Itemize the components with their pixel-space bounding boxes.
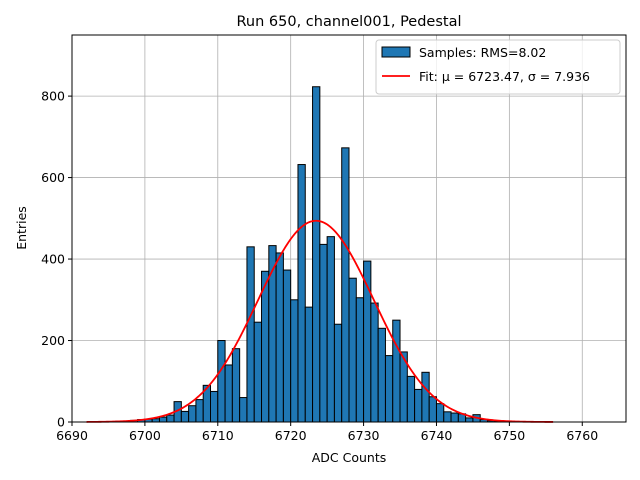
histogram-bar [246, 246, 255, 423]
x-tick-label: 6690 [56, 428, 88, 443]
histogram-bar [195, 399, 204, 423]
histogram-bar [355, 297, 365, 423]
histogram-bar [180, 410, 190, 423]
plot-frame [71, 34, 627, 423]
histogram-bar [341, 147, 350, 423]
y-tick-label: 600 [41, 170, 65, 185]
histogram-bar [253, 321, 263, 423]
x-tick-label: 6760 [566, 428, 598, 443]
legend-label-samples: Samples: RMS=8.02 [419, 45, 546, 60]
y-axis-label: Entries [14, 206, 29, 250]
histogram-bar [384, 355, 394, 423]
histogram-bar [224, 364, 233, 423]
histogram-bar [443, 411, 452, 423]
fit-curve [86, 219, 554, 423]
histogram-bar [297, 164, 306, 423]
histogram-bar [158, 416, 168, 423]
histogram-bar [239, 397, 248, 423]
histogram-bar [348, 277, 357, 423]
histogram-bar [392, 319, 401, 423]
histogram-bar [428, 396, 437, 423]
x-axis-ticks: 6690 6700 6710 6720 6730 6740 6750 6760 [56, 422, 598, 443]
x-tick-label: 6720 [275, 428, 307, 443]
y-axis-ticks: 0 200 400 600 800 [41, 89, 72, 430]
histogram-bar [326, 236, 335, 423]
histogram-bar [304, 306, 314, 423]
histogram-bar [435, 403, 445, 423]
legend-swatch-samples [381, 46, 411, 58]
histogram-bar [282, 269, 292, 423]
histogram-bar [210, 390, 219, 423]
x-tick-label: 6750 [493, 428, 525, 443]
y-tick-label: 200 [41, 333, 65, 348]
y-tick-label: 0 [57, 415, 65, 430]
x-tick-label: 6740 [421, 428, 453, 443]
y-tick-label: 400 [41, 252, 65, 267]
histogram-bar [414, 388, 423, 423]
x-tick-label: 6700 [129, 428, 161, 443]
histogram-bar [166, 414, 175, 423]
histogram-bar [333, 323, 343, 423]
x-tick-label: 6710 [202, 428, 234, 443]
histogram-bar [377, 327, 386, 423]
histogram-bar [421, 371, 430, 423]
histogram-bar [231, 348, 241, 423]
histogram-bar [188, 405, 197, 423]
histogram-bar [290, 299, 299, 423]
histogram-bar [450, 412, 459, 423]
legend-label-fit: Fit: μ = 6723.47, σ = 7.936 [419, 69, 590, 84]
y-tick-label: 800 [41, 89, 65, 104]
histogram-bar [261, 270, 270, 423]
histogram-bar [312, 86, 321, 423]
histogram-bar [275, 252, 284, 423]
histogram-bar [370, 302, 379, 423]
histogram-bars [115, 86, 510, 423]
x-axis-label: ADC Counts [312, 450, 387, 465]
x-tick-label: 6730 [348, 428, 380, 443]
fit-curve-layer [86, 219, 554, 423]
chart-title: Run 650, channel001, Pedestal [236, 14, 461, 30]
legend-box [375, 39, 621, 95]
histogram-bar [217, 340, 226, 423]
histogram-bar [465, 417, 474, 423]
histogram-bar [406, 375, 416, 423]
legend: Samples: RMS=8.02 Fit: μ = 6723.47, σ = … [375, 39, 621, 95]
histogram-bar [319, 243, 328, 423]
